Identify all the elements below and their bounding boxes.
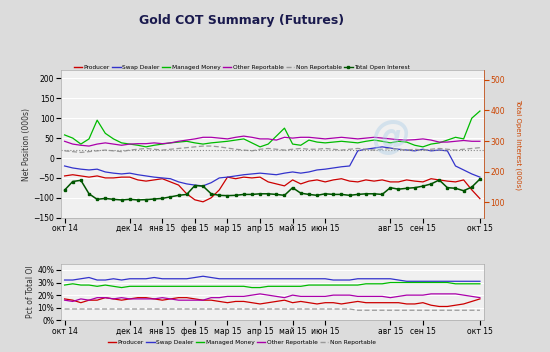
Legend: Producer, Swap Dealer, Managed Money, Other Reportable, Non Reportable: Producer, Swap Dealer, Managed Money, Ot… xyxy=(106,337,378,347)
Text: Gold COT Summary (Futures): Gold COT Summary (Futures) xyxy=(140,14,344,27)
Y-axis label: Pct of Total OI: Pct of Total OI xyxy=(26,266,35,318)
Y-axis label: Total Open Interest (000s): Total Open Interest (000s) xyxy=(515,99,521,190)
Text: @: @ xyxy=(371,118,410,156)
Legend: Producer, Swap Dealer, Managed Money, Other Reportable, Non Reportable, Total Op: Producer, Swap Dealer, Managed Money, Ot… xyxy=(72,63,412,73)
Y-axis label: Net Position (000s): Net Position (000s) xyxy=(21,108,31,181)
